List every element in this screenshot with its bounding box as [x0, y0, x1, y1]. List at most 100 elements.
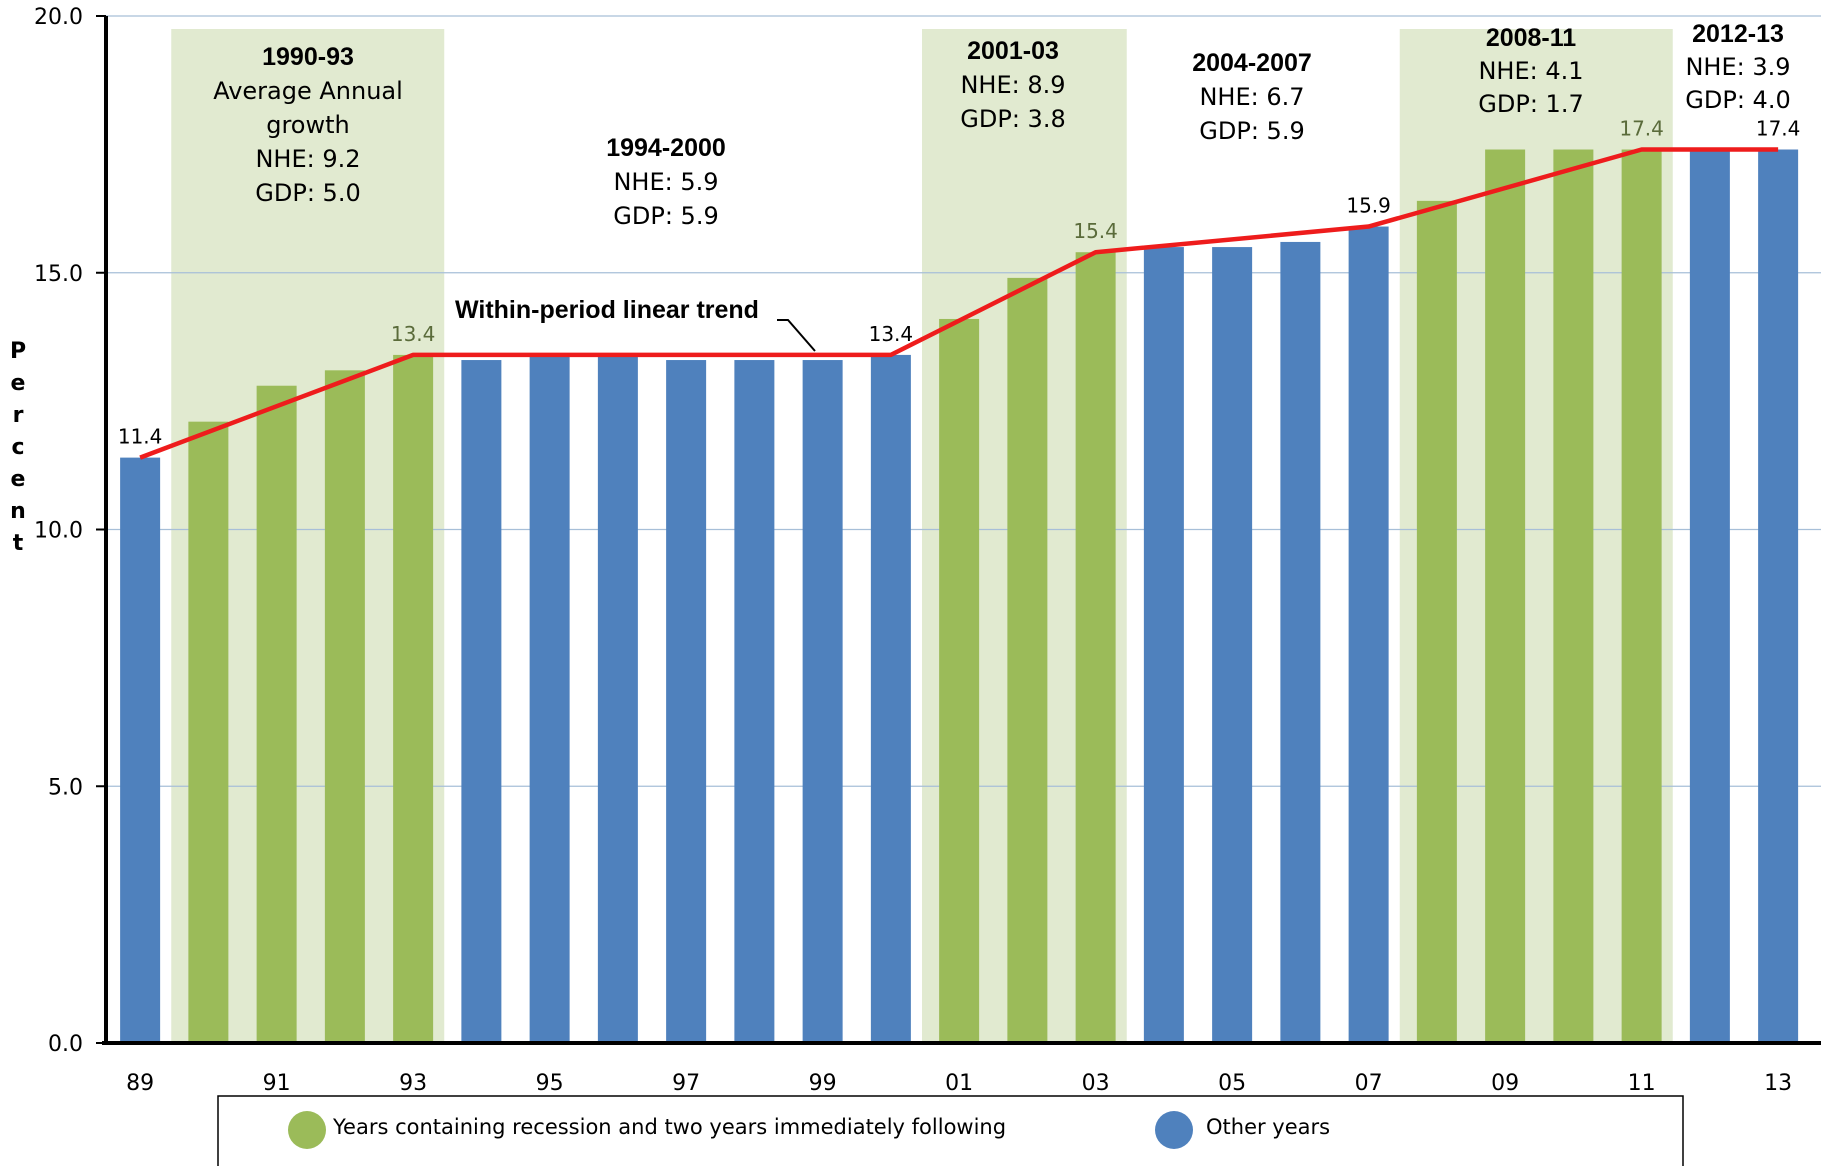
bar-95	[529, 354, 570, 1043]
annotation-line: GDP: 5.9	[613, 202, 718, 230]
bar-97	[666, 360, 707, 1043]
bar-99	[802, 360, 843, 1043]
trend-label-leader	[777, 319, 816, 352]
annotations: 1990-93 Average Annual growth NHE: 9.2 GDP: …	[213, 20, 1791, 230]
data-label-93: 13.4	[391, 322, 436, 346]
data-label-07: 15.9	[1346, 194, 1391, 218]
annotation-line: GDP: 4.0	[1685, 86, 1790, 114]
trend-line-label: Within-period linear trend	[455, 296, 759, 324]
legend-box	[217, 1095, 1684, 1166]
bar-09	[1485, 149, 1526, 1043]
bar-89	[120, 457, 161, 1043]
bar-92	[324, 370, 365, 1043]
y-axis-label-letter: P	[10, 339, 26, 364]
data-label-13: 17.4	[1756, 117, 1801, 141]
y-tick-label: 0.0	[48, 1032, 83, 1057]
x-tick-label: 07	[1355, 1071, 1383, 1096]
bar-04	[1143, 247, 1184, 1043]
annotation-line: NHE: 3.9	[1685, 53, 1790, 81]
x-tick-label: 01	[945, 1071, 973, 1096]
y-tick-label: 5.0	[48, 775, 83, 800]
period-annotation-1994-2000: 1994-2000 NHE: 5.9 GDP: 5.9	[606, 134, 726, 230]
y-tick-label: 20.0	[34, 5, 83, 30]
bar-96	[597, 354, 638, 1043]
period-annotation-1990-93: 1990-93 Average Annual growth NHE: 9.2 GDP: …	[213, 43, 403, 207]
y-tick-label: 15.0	[34, 262, 83, 287]
x-tick-label: 89	[126, 1071, 154, 1096]
x-tick-label: 09	[1491, 1071, 1519, 1096]
bar-98	[734, 360, 775, 1043]
x-tick-label: 05	[1218, 1071, 1246, 1096]
x-tick-label: 93	[399, 1071, 427, 1096]
bar-91	[256, 385, 297, 1044]
data-label-11: 17.4	[1619, 117, 1664, 141]
data-labels: 11.4 13.4 13.4 15.4 15.9 17.4 17.4	[118, 117, 1801, 449]
bar-00	[870, 354, 911, 1043]
annotation-title: 2004-2007	[1192, 49, 1312, 77]
bar-94	[461, 360, 502, 1043]
annotation-line: GDP: 5.0	[255, 179, 360, 207]
x-tick-label: 13	[1764, 1071, 1792, 1096]
y-axis-label-letter: t	[13, 531, 24, 556]
period-annotation-2004-2007: 2004-2007 NHE: 6.7 GDP: 5.9	[1192, 49, 1312, 145]
period-annotation-2001-03: 2001-03 NHE: 8.9 GDP: 3.8	[960, 37, 1065, 133]
x-tick-label: 91	[263, 1071, 291, 1096]
annotation-line: NHE: 6.7	[1199, 83, 1304, 111]
bar-08	[1416, 200, 1457, 1044]
annotation-line: GDP: 5.9	[1199, 117, 1304, 145]
bar-06	[1280, 241, 1321, 1043]
annotation-line: NHE: 8.9	[960, 71, 1065, 99]
legend-marker-recession	[288, 1111, 326, 1149]
annotation-line: Average Annual	[213, 77, 403, 105]
data-label-00: 13.4	[869, 322, 914, 346]
y-axis-label-letter: c	[11, 435, 24, 460]
x-tick-label: 97	[672, 1071, 700, 1096]
period-annotation-2012-13: 2012-13 NHE: 3.9 GDP: 4.0	[1685, 20, 1790, 114]
bar-12	[1689, 149, 1730, 1043]
bar-93	[393, 354, 434, 1043]
legend-label-recession: Years containing recession and two years…	[332, 1115, 1006, 1139]
annotation-title: 2001-03	[967, 37, 1059, 65]
annotation-line: NHE: 5.9	[613, 168, 718, 196]
trend-line	[139, 147, 1779, 460]
bar-07	[1348, 226, 1389, 1043]
data-label-89: 11.4	[118, 425, 163, 449]
bar-11	[1621, 149, 1662, 1043]
bar-05	[1212, 247, 1253, 1043]
x-tick-label: 11	[1628, 1071, 1656, 1096]
x-tick-label: 03	[1082, 1071, 1110, 1096]
y-axis-label-letter: r	[13, 403, 24, 428]
y-axis-label-letter: e	[11, 371, 26, 396]
legend: Years containing recession and two years…	[217, 1095, 1684, 1166]
annotation-title: 2012-13	[1692, 20, 1784, 48]
x-tick-label: 95	[536, 1071, 564, 1096]
data-label-03: 15.4	[1073, 219, 1118, 243]
annotation-line: GDP: 3.8	[960, 105, 1065, 133]
y-axis-label-letter: n	[10, 499, 26, 524]
trend-line: Within-period linear trend	[139, 147, 1779, 460]
bars	[120, 149, 1799, 1044]
legend-marker-other	[1155, 1111, 1193, 1149]
y-axis-label-letter: e	[11, 467, 26, 492]
annotation-title: 2008-11	[1486, 24, 1576, 52]
bar-03	[1075, 252, 1116, 1043]
bar-01	[939, 318, 980, 1044]
annotation-line: NHE: 4.1	[1478, 57, 1583, 85]
bar-10	[1553, 149, 1594, 1043]
axes: 0.0 5.0 10.0 15.0 20.0 89 91 93 95 97 99 01 03 05 07 09…	[10, 5, 1821, 1096]
gridlines	[106, 15, 1821, 787]
legend-label-other: Other years	[1206, 1115, 1330, 1139]
annotation-title: 1990-93	[262, 43, 354, 71]
bar-02	[1007, 277, 1048, 1043]
bar-13	[1758, 149, 1799, 1043]
period-annotation-2008-11: 2008-11 NHE: 4.1 GDP: 1.7	[1478, 24, 1583, 118]
annotation-title: 1994-2000	[606, 134, 726, 162]
annotation-line: growth	[266, 111, 350, 139]
annotation-line: GDP: 1.7	[1478, 90, 1583, 118]
bar-90	[188, 421, 229, 1043]
y-tick-label: 10.0	[34, 519, 83, 544]
annotation-line: NHE: 9.2	[255, 145, 360, 173]
x-tick-label: 99	[809, 1071, 837, 1096]
